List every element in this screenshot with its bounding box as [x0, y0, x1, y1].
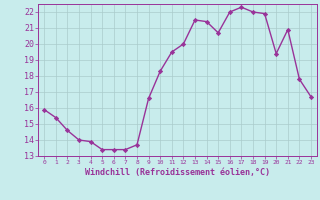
X-axis label: Windchill (Refroidissement éolien,°C): Windchill (Refroidissement éolien,°C) — [85, 168, 270, 177]
